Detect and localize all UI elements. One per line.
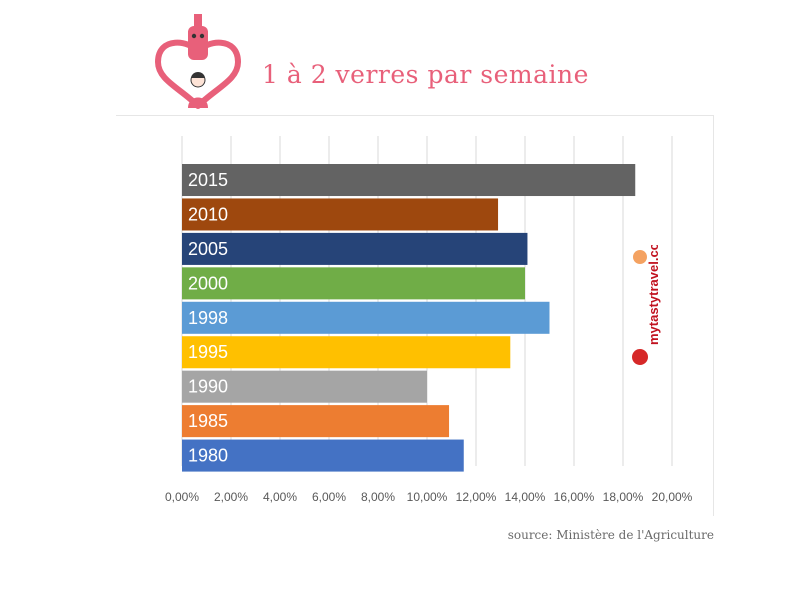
- bar-label: 1990: [188, 377, 228, 397]
- bar-2010: [182, 198, 499, 231]
- watermark-bottom-icon: [632, 349, 648, 365]
- x-tick-label: 10,00%: [407, 490, 448, 504]
- x-tick-label: 2,00%: [214, 490, 248, 504]
- bar-label: 2015: [188, 170, 228, 190]
- x-tick-label: 8,00%: [361, 490, 395, 504]
- watermark-text: mytastytravel.com: [646, 245, 661, 345]
- bar-2005: [182, 232, 528, 265]
- watermark-top-icon: [633, 250, 647, 264]
- chart-area: 0,00% 2,00% 4,00% 6,00% 8,00% 10,00% 12,00% 14,…: [116, 115, 714, 516]
- bar-label: 1995: [188, 342, 228, 362]
- bar-chart: 0,00% 2,00% 4,00% 6,00% 8,00% 10,00% 12,00% 14,…: [165, 136, 693, 504]
- x-tick-label: 16,00%: [554, 490, 595, 504]
- bar-label: 1980: [188, 446, 228, 466]
- bar-2015: [182, 164, 636, 197]
- x-tick-label: 20,00%: [652, 490, 693, 504]
- x-tick-label: 4,00%: [263, 490, 297, 504]
- bar-1980: [182, 439, 464, 472]
- heart-bottle-logo: [155, 14, 241, 109]
- x-tick-label: 12,00%: [456, 490, 497, 504]
- mytastytravel-watermark: mytastytravel.com: [632, 245, 661, 365]
- bar-1985: [182, 405, 450, 438]
- source-note: source: Ministère de l'Agriculture: [507, 528, 714, 542]
- bar-1998: [182, 301, 550, 334]
- x-tick-label: 0,00%: [165, 490, 199, 504]
- bar-1995: [182, 336, 511, 369]
- bar-label: 2010: [188, 204, 228, 224]
- bottle-body: [188, 26, 208, 60]
- bar-label: 2005: [188, 239, 228, 259]
- chart-title: 1 à 2 verres par semaine: [262, 60, 589, 89]
- bar-1990: [182, 370, 427, 403]
- x-tick-label: 6,00%: [312, 490, 346, 504]
- bottle-label-eye-right: [199, 33, 205, 39]
- bar-label: 1985: [188, 411, 228, 431]
- person-hair: [191, 72, 205, 78]
- x-tick-label: 18,00%: [603, 490, 644, 504]
- bottle-label-eye-left: [191, 33, 197, 39]
- person-body: [188, 97, 208, 108]
- bar-2000: [182, 267, 525, 300]
- bottle-neck: [194, 14, 202, 28]
- bar-label: 1998: [188, 308, 228, 328]
- bar-label: 2000: [188, 273, 228, 293]
- x-tick-label: 14,00%: [505, 490, 546, 504]
